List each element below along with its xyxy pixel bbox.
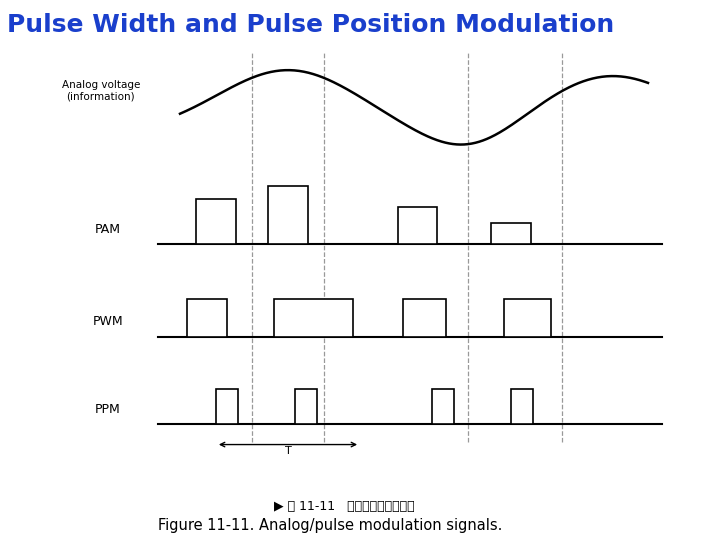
Text: Analog voltage
(information): Analog voltage (information) (62, 79, 140, 102)
Bar (274, 299, 353, 337)
Bar (295, 389, 317, 424)
Text: Figure 11-11. Analog/pulse modulation signals.: Figure 11-11. Analog/pulse modulation si… (158, 518, 503, 534)
Bar (491, 222, 531, 244)
Bar (268, 186, 308, 244)
Bar (196, 199, 236, 244)
Text: PAM: PAM (95, 222, 121, 235)
Bar (432, 389, 454, 424)
Bar (397, 206, 437, 244)
Text: T: T (284, 446, 292, 456)
Text: PPM: PPM (95, 402, 121, 416)
Bar (511, 389, 533, 424)
Bar (504, 299, 551, 337)
Bar (187, 299, 227, 337)
Text: Pulse Width and Pulse Position Modulation: Pulse Width and Pulse Position Modulatio… (7, 14, 614, 37)
Text: PWM: PWM (93, 315, 123, 328)
Bar (216, 389, 238, 424)
Text: ▶ 圖 11-11   類比脈衝調變訊號。: ▶ 圖 11-11 類比脈衝調變訊號。 (274, 500, 414, 512)
Bar (403, 299, 446, 337)
